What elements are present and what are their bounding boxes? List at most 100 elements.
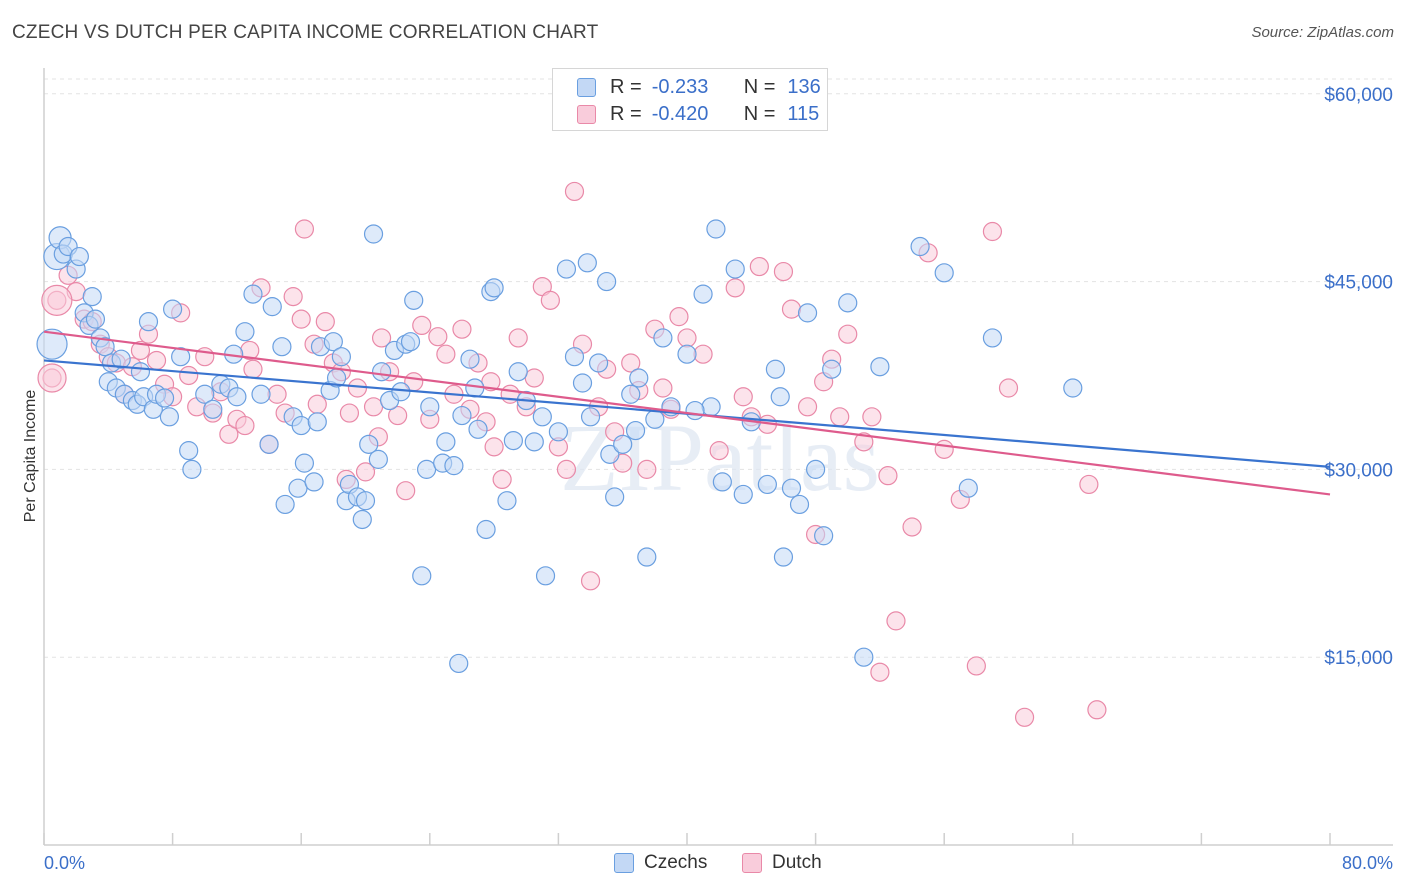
czechs-point [371, 362, 392, 382]
dutch-point [830, 407, 850, 427]
czechs-point [645, 409, 665, 429]
dutch-point [878, 466, 898, 486]
czechs-point [275, 494, 295, 515]
czechs-point [535, 566, 556, 586]
czechs-point [1063, 378, 1083, 398]
legend-item-dutch: Dutch [742, 852, 822, 874]
czechs-point [600, 444, 620, 464]
dutch-point [235, 415, 255, 436]
dutch-point [838, 324, 858, 344]
dutch-point [733, 387, 753, 407]
legend-row-dutch: R = -0.420 N = 115 [577, 102, 819, 126]
czechs-point [294, 453, 315, 473]
czechs-point [588, 353, 609, 373]
dutch-point [243, 359, 263, 379]
dutch-point [781, 299, 802, 319]
czechs-point [69, 246, 89, 267]
y-tick-labels: $15,000 $30,000 $45,000 $60,000 [1324, 85, 1393, 669]
czechs-point [503, 430, 523, 451]
dutch-point [902, 517, 922, 537]
czechs-point [629, 368, 649, 388]
dutch-point [797, 397, 818, 417]
czechs-point [580, 407, 601, 427]
czechs-point [934, 263, 954, 283]
czechs-point [331, 347, 351, 367]
czechs-point [444, 456, 464, 476]
dutch-point [854, 432, 874, 452]
stats-legend: R = -0.233 N = 136 R = -0.420 N = 115 [552, 68, 828, 131]
y-tick-label: $30,000 [1324, 460, 1393, 481]
dutch-point [862, 407, 882, 427]
dutch-point [886, 611, 906, 631]
czechs-point [179, 441, 199, 461]
dutch-point [283, 287, 303, 307]
czechs-point [814, 526, 834, 546]
czechs-point [400, 332, 421, 352]
czechs-point [138, 312, 159, 332]
czechs-point [95, 337, 115, 357]
dutch-point [412, 315, 432, 336]
dutch-point [219, 424, 239, 444]
czechs-point [765, 359, 786, 379]
czechs-point [706, 219, 726, 239]
czechs-point [621, 384, 641, 404]
czechs-point [910, 236, 930, 257]
czechs-point [572, 373, 593, 393]
czechs-point [781, 478, 802, 498]
dutch-point [998, 378, 1019, 398]
dutch-point [749, 256, 769, 277]
czechs-point [854, 647, 874, 667]
dutch-swatch [577, 104, 596, 124]
czechs-point [725, 259, 745, 279]
dutch-point [371, 328, 392, 348]
axes [43, 68, 1393, 846]
czechs-point [677, 344, 697, 364]
dutch-n-value: 115 [787, 102, 820, 125]
legend-item-czechs: Czechs [614, 852, 707, 874]
czechs-point [262, 297, 282, 317]
dutch-point [934, 439, 954, 459]
czechs-point [613, 434, 633, 454]
dutch-point [1014, 707, 1035, 727]
dutch-point [508, 328, 528, 348]
czechs-point [625, 420, 646, 441]
n-label: N = [743, 102, 776, 125]
czechs-point [195, 384, 215, 404]
chart-title: CZECH VS DUTCH PER CAPITA INCOME CORRELA… [12, 22, 599, 43]
czechs-point [556, 259, 577, 279]
legend-label-dutch: Dutch [772, 852, 822, 873]
czechs-points [36, 219, 1083, 674]
dutch-point [653, 378, 673, 398]
czechs-point [307, 412, 327, 432]
dutch-point [677, 328, 697, 348]
czechs-point [291, 415, 311, 436]
dutch-point [524, 368, 544, 388]
czechs-point [82, 287, 102, 307]
czechs-point [259, 434, 279, 454]
dutch-point [179, 365, 199, 386]
dutch-point [428, 327, 448, 347]
czechs-point [235, 322, 255, 342]
czechs-point [653, 328, 673, 348]
r-label: R = [610, 102, 642, 125]
czechs-point [460, 349, 480, 369]
czechs-point [203, 399, 223, 419]
czechs-point [822, 359, 842, 379]
legend-label-czechs: Czechs [644, 852, 708, 873]
dutch-point [870, 662, 890, 682]
czechs-point [159, 407, 179, 427]
czechs-point [154, 388, 175, 408]
r-label: R = [610, 75, 642, 98]
dutch-point [556, 459, 577, 479]
trend-lines [43, 330, 1331, 496]
czechs-point [368, 449, 388, 469]
czechs-point [693, 284, 713, 304]
dutch-point [130, 340, 151, 361]
czechs-swatch [577, 77, 596, 97]
czechs-point [420, 397, 440, 417]
x-tick-label-max: 80.0% [1342, 853, 1393, 873]
dutch-legend-swatch [742, 853, 762, 873]
dutch-point [725, 278, 745, 298]
czechs-point [797, 303, 818, 323]
